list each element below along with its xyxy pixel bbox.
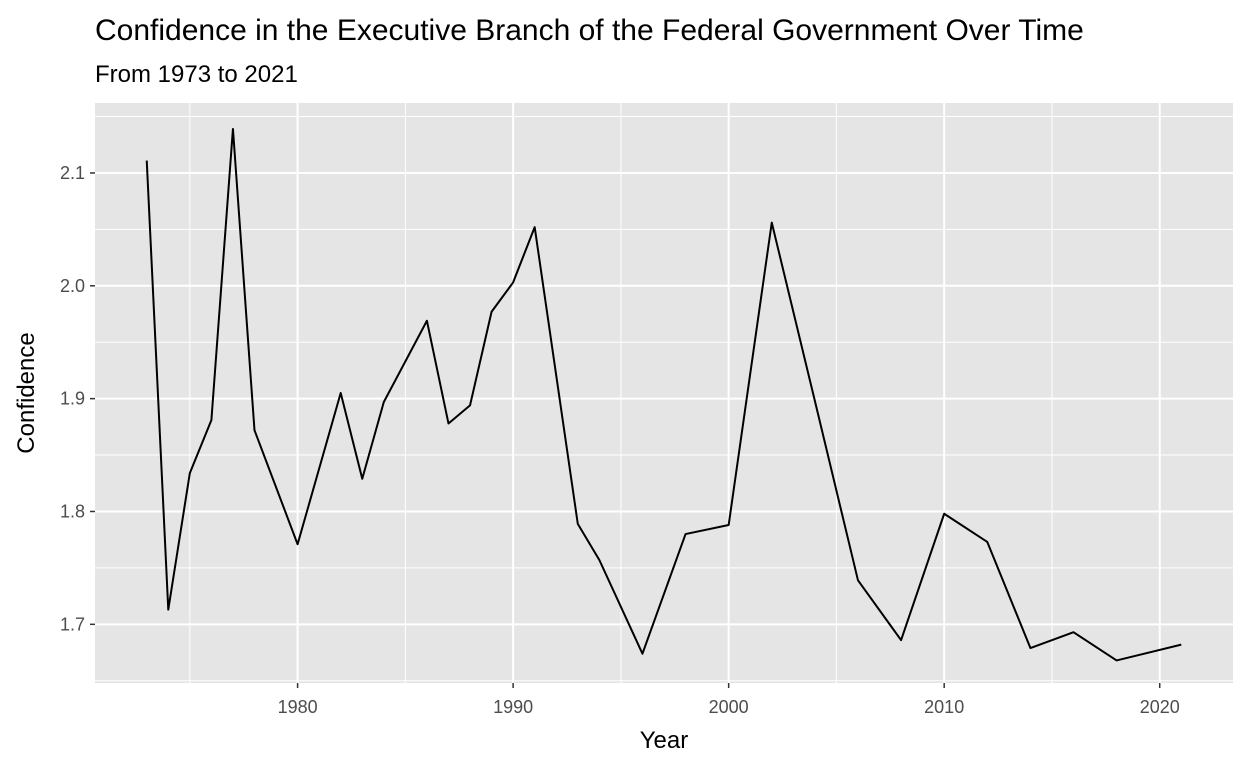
minor-gridlines (95, 103, 1233, 683)
chart-subtitle: From 1973 to 2021 (95, 61, 298, 88)
chart-title: Confidence in the Executive Branch of th… (95, 14, 1084, 47)
plot-panel (95, 103, 1233, 683)
y-tick-label: 2.1 (60, 163, 85, 183)
x-tick-label: 1990 (493, 697, 533, 717)
tick-labels: 1980 1990 2000 2010 2020 1.7 1.8 1.9 2.0 2.1 (60, 163, 1180, 717)
y-tick-label: 1.9 (60, 389, 85, 409)
x-tick-label: 2000 (709, 697, 749, 717)
y-tick-label: 1.8 (60, 501, 85, 521)
x-tick-label: 2010 (924, 697, 964, 717)
x-axis-title: Year (640, 727, 689, 754)
x-tick-label: 1980 (278, 697, 318, 717)
y-tick-label: 1.7 (60, 614, 85, 634)
series-layer (145, 127, 1182, 662)
x-tick-label: 2020 (1140, 697, 1180, 717)
series-line (145, 127, 1182, 662)
y-axis-title: Confidence (13, 332, 40, 453)
y-tick-label: 2.0 (60, 276, 85, 296)
axis-ticks (90, 172, 1161, 688)
